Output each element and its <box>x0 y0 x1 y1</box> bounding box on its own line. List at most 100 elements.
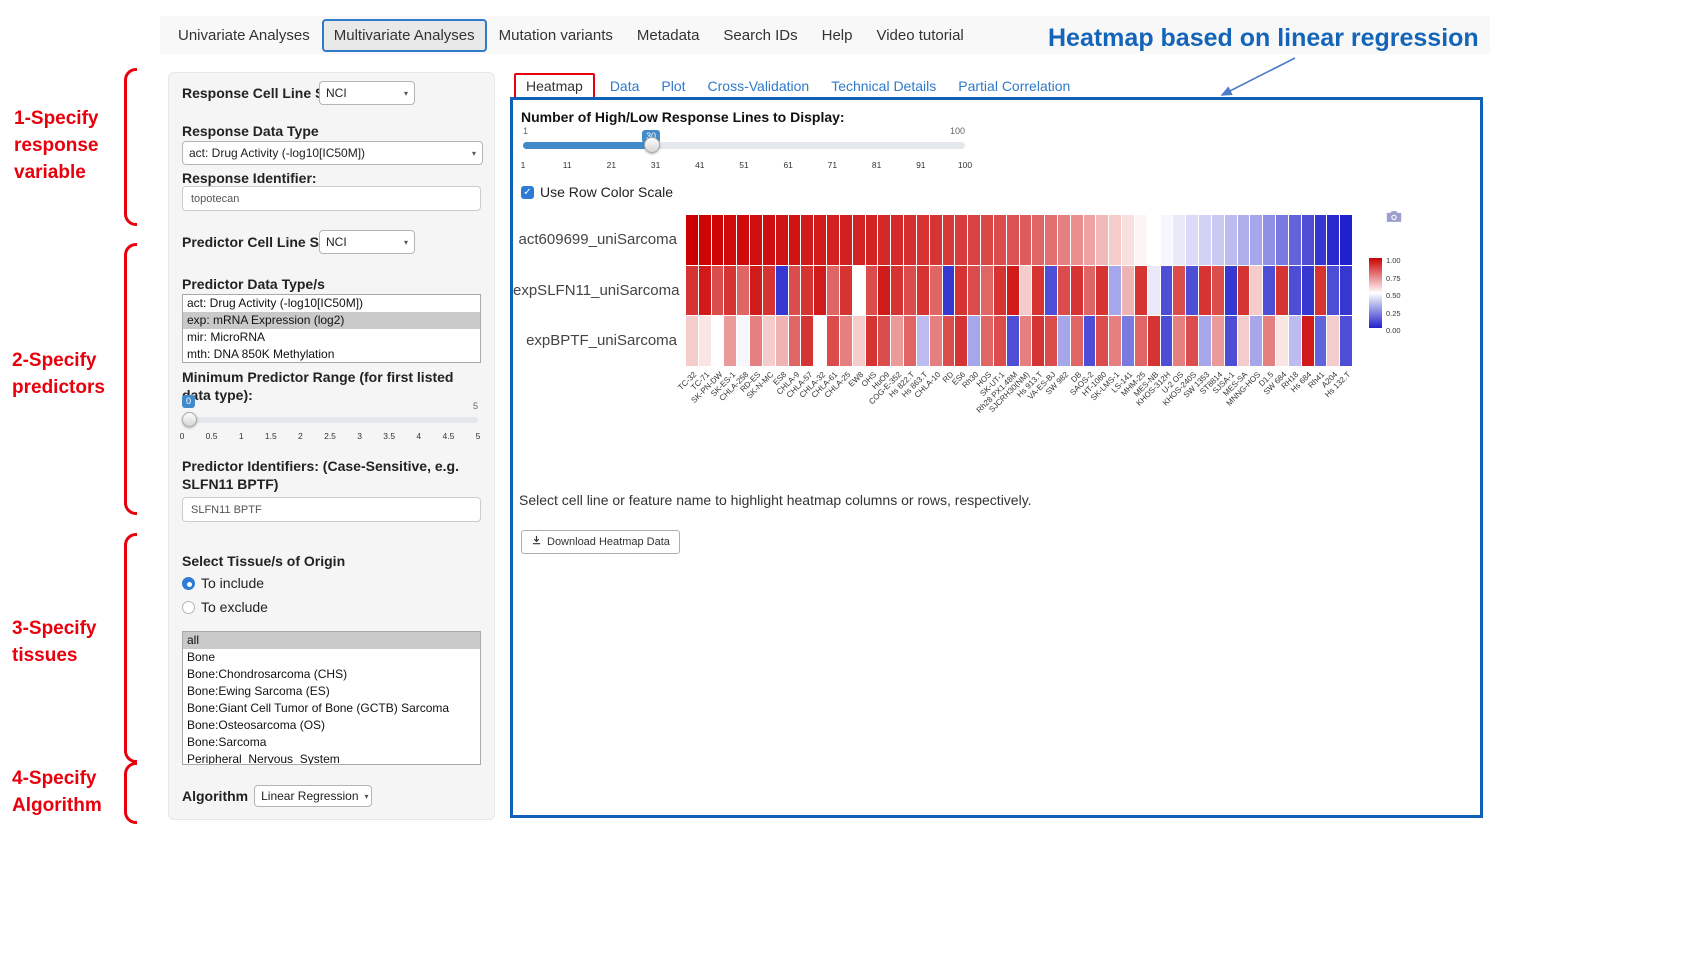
tissue-listbox[interactable]: allBoneBone:Chondrosarcoma (CHS)Bone:Ewi… <box>182 631 481 765</box>
tab-cross-validation[interactable]: Cross-Validation <box>697 74 821 98</box>
min-range-handle[interactable] <box>182 412 197 427</box>
tab-technical-details[interactable]: Technical Details <box>820 74 947 98</box>
heatmap-row-label-act609699-unisarcoma[interactable]: act609699_uniSarcoma <box>513 231 677 248</box>
heatmap-row-label-expbptf-unisarcoma[interactable]: expBPTF_uniSarcoma <box>513 332 677 349</box>
min-range-track[interactable] <box>182 417 478 423</box>
response-identifier-label: Response Identifier: <box>182 170 317 188</box>
tab-plot[interactable]: Plot <box>650 74 696 98</box>
predictor-data-type-option-act-drug-activity-log10-ic50m[interactable]: act: Drug Activity (-log10[IC50M]) <box>183 295 480 312</box>
heatmap-cell <box>1084 266 1096 316</box>
heatmap-cell <box>1096 316 1108 366</box>
heatmap-cell <box>1071 215 1083 265</box>
heatmap-cell <box>1173 266 1185 316</box>
colorbar-tick-label: 1.00 <box>1386 256 1401 265</box>
page: Univariate AnalysesMultivariate Analyses… <box>0 0 1700 956</box>
heatmap-cell <box>1032 316 1044 366</box>
heatmap-cell <box>1302 215 1314 265</box>
algorithm-select[interactable]: Linear Regression ▾ <box>254 785 372 807</box>
lines-slider-handle[interactable] <box>644 137 660 153</box>
heatmap-cell <box>1225 266 1237 316</box>
annotation-bracket-2 <box>124 243 137 515</box>
heatmap-row-label-expslfn11-unisarcoma[interactable]: expSLFN11_uniSarcoma <box>513 282 677 299</box>
heatmap-cell <box>943 266 955 316</box>
heatmap-cell <box>1084 316 1096 366</box>
min-predictor-range-slider[interactable]: 0 5 00.511.522.533.544.55 <box>182 395 478 447</box>
row-color-scale-row[interactable]: ✓ Use Row Color Scale <box>521 184 673 200</box>
heatmap-cell <box>776 266 788 316</box>
tissue-option-bone-chondrosarcoma-chs[interactable]: Bone:Chondrosarcoma (CHS) <box>183 666 480 683</box>
tab-heatmap[interactable]: Heatmap <box>514 73 595 99</box>
heatmap-cell <box>1032 266 1044 316</box>
tissue-radio-to-include[interactable]: To include <box>182 575 268 591</box>
heatmap-cell <box>917 266 929 316</box>
predictor-data-type-option-exp-mrna-expression-log2[interactable]: exp: mRNA Expression (log2) <box>183 312 480 329</box>
tissue-option-bone-osteosarcoma-os[interactable]: Bone:Osteosarcoma (OS) <box>183 717 480 734</box>
nav-tab-search-ids[interactable]: Search IDs <box>711 19 809 52</box>
slider-tick-label: 3 <box>357 431 362 441</box>
heatmap-cell <box>853 266 865 316</box>
predictor-data-type-option-mir-microrna[interactable]: mir: MicroRNA <box>183 329 480 346</box>
heatmap-cell <box>1186 215 1198 265</box>
predictor-identifiers-label: Predictor Identifiers: (Case-Sensitive, … <box>182 458 482 493</box>
heatmap-cell <box>1148 266 1160 316</box>
heatmap-cell <box>1289 266 1301 316</box>
lines-slider[interactable]: 1 100 30 1112131415161718191100 <box>523 126 965 176</box>
predictor-identifiers-input[interactable]: SLFN11 BPTF <box>182 497 481 522</box>
heatmap-cell <box>840 266 852 316</box>
nav-tab-univariate-analyses[interactable]: Univariate Analyses <box>166 19 322 52</box>
heatmap-cell <box>724 316 736 366</box>
tissue-option-peripheral-nervous-system[interactable]: Peripheral_Nervous_System <box>183 751 480 765</box>
nav-tab-mutation-variants[interactable]: Mutation variants <box>487 19 625 52</box>
camera-icon[interactable] <box>1385 210 1403 228</box>
heatmap-cell <box>1276 215 1288 265</box>
heatmap-cell <box>968 266 980 316</box>
tissue-option-bone[interactable]: Bone <box>183 649 480 666</box>
heatmap-cell <box>1020 266 1032 316</box>
heatmap-cell <box>737 215 749 265</box>
heatmap-cell <box>994 215 1006 265</box>
tissue-option-bone-ewing-sarcoma-es[interactable]: Bone:Ewing Sarcoma (ES) <box>183 683 480 700</box>
row-color-scale-checkbox[interactable]: ✓ <box>521 186 534 199</box>
heatmap-cell <box>1071 266 1083 316</box>
heatmap-cell <box>1327 215 1339 265</box>
heatmap-cell <box>1238 266 1250 316</box>
heatmap-cell <box>1302 316 1314 366</box>
tissue-radio-to-exclude[interactable]: To exclude <box>182 599 268 615</box>
tissue-option-all[interactable]: all <box>183 632 480 649</box>
nav-tab-metadata[interactable]: Metadata <box>625 19 712 52</box>
heatmap-cell <box>1250 266 1262 316</box>
tissue-radio-group: To include To exclude <box>182 575 268 615</box>
algorithm-label: Algorithm <box>182 788 248 804</box>
response-identifier-input[interactable]: topotecan <box>182 186 481 211</box>
slider-tick-label: 5 <box>476 431 481 441</box>
heatmap-cell <box>686 215 698 265</box>
tissue-option-bone-giant-cell-tumor-of-bone-gctb-sarcoma[interactable]: Bone:Giant Cell Tumor of Bone (GCTB) Sar… <box>183 700 480 717</box>
predictor-data-types-listbox[interactable]: act: Drug Activity (-log10[IC50M])exp: m… <box>182 294 481 363</box>
heatmap-cell <box>955 316 967 366</box>
tab-data[interactable]: Data <box>599 74 651 98</box>
predictor-data-type-option-mth-dna-850k-methylation[interactable]: mth: DNA 850K Methylation <box>183 346 480 363</box>
nav-tab-help[interactable]: Help <box>810 19 865 52</box>
heatmap-cell <box>1340 316 1352 366</box>
heatmap-cell <box>1276 316 1288 366</box>
heatmap-cell <box>827 215 839 265</box>
lines-slider-min-label: 1 <box>523 126 528 136</box>
slider-tick-label: 2 <box>298 431 303 441</box>
download-heatmap-data-button[interactable]: Download Heatmap Data <box>521 530 680 554</box>
heatmap-cell <box>840 316 852 366</box>
heatmap-cell <box>1122 215 1134 265</box>
tissue-option-bone-sarcoma[interactable]: Bone:Sarcoma <box>183 734 480 751</box>
heatmap-cell <box>866 316 878 366</box>
radio-label: To include <box>201 575 264 591</box>
response-data-type-select[interactable]: act: Drug Activity (-log10[IC50M]) ▾ <box>182 141 483 165</box>
response-cell-line-set-select[interactable]: NCI ▾ <box>319 81 415 105</box>
heatmap-cell <box>1109 266 1121 316</box>
nav-tab-multivariate-analyses[interactable]: Multivariate Analyses <box>322 19 487 52</box>
mini-slider-ticks: 00.511.522.533.544.55 <box>182 431 478 445</box>
tab-partial-correlation[interactable]: Partial Correlation <box>947 74 1081 98</box>
slider-tick-label: 91 <box>916 160 925 170</box>
nav-tab-video-tutorial[interactable]: Video tutorial <box>864 19 975 52</box>
predictor-cell-line-set-select[interactable]: NCI ▾ <box>319 230 415 254</box>
heatmap-cell <box>1071 316 1083 366</box>
slider-tick-label: 1.5 <box>265 431 277 441</box>
